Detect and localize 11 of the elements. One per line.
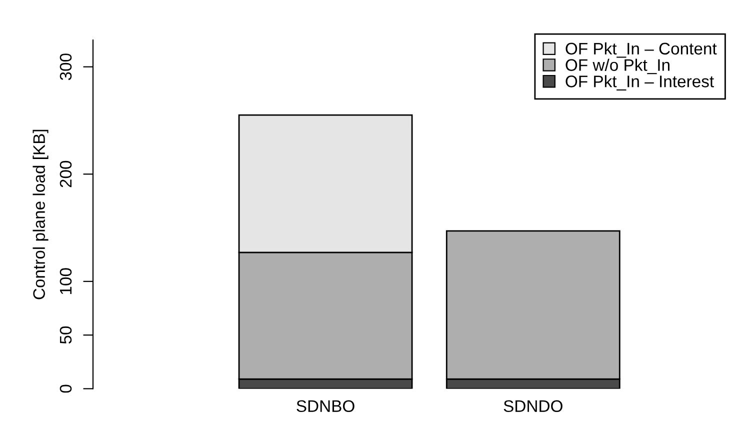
- legend-label: OF Pkt_In – Content: [566, 42, 717, 58]
- legend-label: OF w/o Pkt_In: [566, 58, 670, 74]
- y-tick-label: 0: [60, 384, 72, 393]
- y-tick-label: 50: [60, 326, 72, 344]
- y-tick-label: 200: [60, 160, 72, 188]
- y-tick-label: 300: [60, 54, 72, 80]
- legend-label: OF Pkt_In – Interest: [566, 75, 714, 90]
- y-tick-label: 100: [60, 268, 72, 294]
- x-tick-label: SDNDO: [504, 400, 562, 412]
- x-tick-label: SDNBO: [296, 400, 354, 412]
- y-axis-title: Control plane load [KB]: [32, 130, 48, 300]
